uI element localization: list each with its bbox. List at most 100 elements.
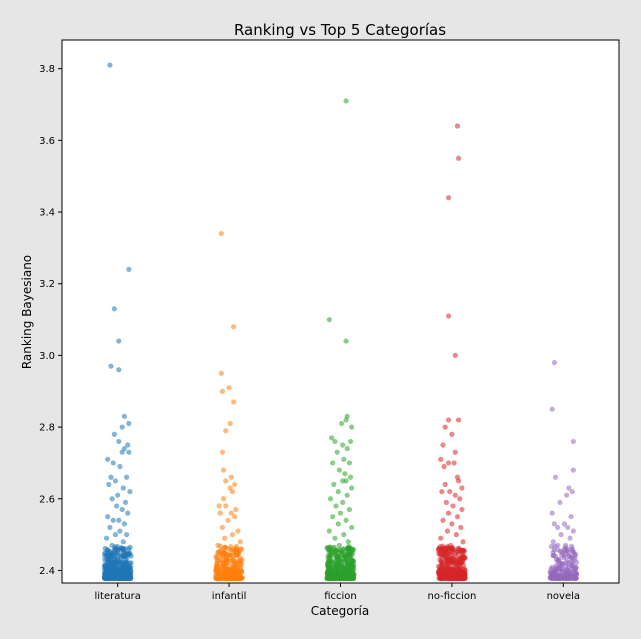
data-point [566,485,572,491]
data-point [459,485,465,491]
data-point [458,560,464,566]
data-point [125,566,131,572]
data-point [126,449,132,455]
data-point [344,445,350,452]
data-point [219,388,226,394]
x-tick-label: novela [547,591,580,602]
data-point [232,514,238,520]
data-point [552,474,559,480]
data-point [113,503,120,509]
data-point [561,521,568,527]
data-point [219,524,226,531]
data-point [551,521,557,527]
data-point [455,155,462,161]
data-point [334,557,340,563]
data-point [454,123,461,129]
data-point [217,510,223,516]
y-tick-label: 2.6 [39,494,55,505]
data-point [218,230,224,237]
data-point [558,532,564,538]
data-point [101,563,107,570]
data-point [552,553,559,559]
data-point [561,573,568,580]
series-no-ficcion [436,123,468,581]
data-point [111,306,117,312]
data-point [223,503,229,509]
data-point [116,338,122,344]
data-point [551,359,557,366]
y-tick-label: 2.8 [39,423,55,434]
data-point [444,575,450,581]
data-point [122,499,129,505]
data-point [106,481,112,488]
data-point [549,406,555,412]
data-point [331,481,337,488]
data-point [440,442,446,448]
data-point [332,438,338,445]
data-point [441,565,448,571]
data-point [436,571,443,577]
data-point [343,338,349,344]
data-point [347,474,354,480]
data-point [111,557,117,563]
data-point [455,575,461,581]
series-ficcion [324,98,357,581]
data-point [326,316,332,323]
data-point [226,385,232,391]
data-point [445,313,452,319]
data-point [341,532,347,538]
y-tick-label: 3.6 [39,136,55,147]
data-point [570,528,576,534]
data-point [557,560,563,566]
data-point [562,542,569,548]
data-point [345,539,351,545]
x-tick-label: no-ficcion [428,591,477,602]
data-point [335,489,341,495]
data-point [567,535,573,541]
data-point [440,517,446,523]
data-point [220,496,227,502]
data-point [108,363,114,369]
data-point [234,549,240,556]
data-point [559,565,565,571]
x-tick-label: ficcion [324,591,357,602]
data-point [449,575,455,581]
data-point [327,496,334,502]
data-point [217,548,224,555]
y-tick-label: 3.4 [39,208,55,219]
series-novela [547,359,580,581]
data-point [125,510,131,516]
data-point [216,503,222,509]
data-point [555,524,561,531]
data-point [565,524,571,531]
data-point [450,566,456,572]
data-point [555,542,561,548]
data-point [237,539,243,545]
data-point [348,568,354,574]
data-point [120,539,126,545]
data-point [452,449,458,455]
data-point [343,98,349,104]
data-point [348,575,354,581]
data-point [344,560,350,566]
series-infantil [213,230,245,581]
data-point [121,413,127,419]
data-point [564,492,570,498]
data-point [551,547,557,553]
data-point [454,514,461,520]
data-point [569,546,575,552]
data-point [232,481,238,488]
data-point [458,570,465,576]
data-point [340,566,346,572]
data-point [445,195,452,201]
data-point [450,503,456,509]
data-point [107,62,113,68]
data-point [229,489,236,495]
data-point [124,474,130,480]
data-point [224,560,230,566]
data-point [342,553,348,559]
data-point [126,546,132,552]
data-point [108,566,114,572]
data-point [119,566,125,572]
data-point [226,575,232,581]
